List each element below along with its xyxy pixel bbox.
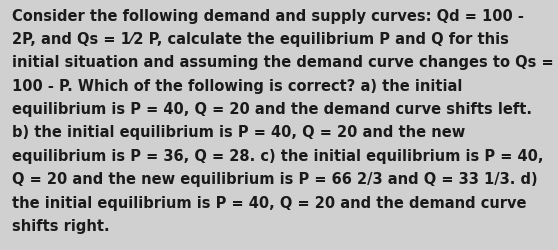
Text: shifts right.: shifts right. [12,218,110,233]
Text: Consider the following demand and supply curves: Qd = 100 -: Consider the following demand and supply… [12,9,524,24]
Text: equilibrium is P = 40, Q = 20 and the demand curve shifts left.: equilibrium is P = 40, Q = 20 and the de… [12,102,532,117]
Text: equilibrium is P = 36, Q = 28. c) the initial equilibrium is P = 40,: equilibrium is P = 36, Q = 28. c) the in… [12,148,544,163]
Text: Q = 20 and the new equilibrium is P = 66 2/3 and Q = 33 1/3. d): Q = 20 and the new equilibrium is P = 66… [12,172,538,186]
Text: b) the initial equilibrium is P = 40, Q = 20 and the new: b) the initial equilibrium is P = 40, Q … [12,125,465,140]
Text: the initial equilibrium is P = 40, Q = 20 and the demand curve: the initial equilibrium is P = 40, Q = 2… [12,195,527,210]
Text: 100 - P. Which of the following is correct? a) the initial: 100 - P. Which of the following is corre… [12,78,463,94]
Text: initial situation and assuming the demand curve changes to Qs =: initial situation and assuming the deman… [12,55,554,70]
Text: 2P, and Qs = 1⁄2 P, calculate the equilibrium P and Q for this: 2P, and Qs = 1⁄2 P, calculate the equili… [12,32,509,47]
